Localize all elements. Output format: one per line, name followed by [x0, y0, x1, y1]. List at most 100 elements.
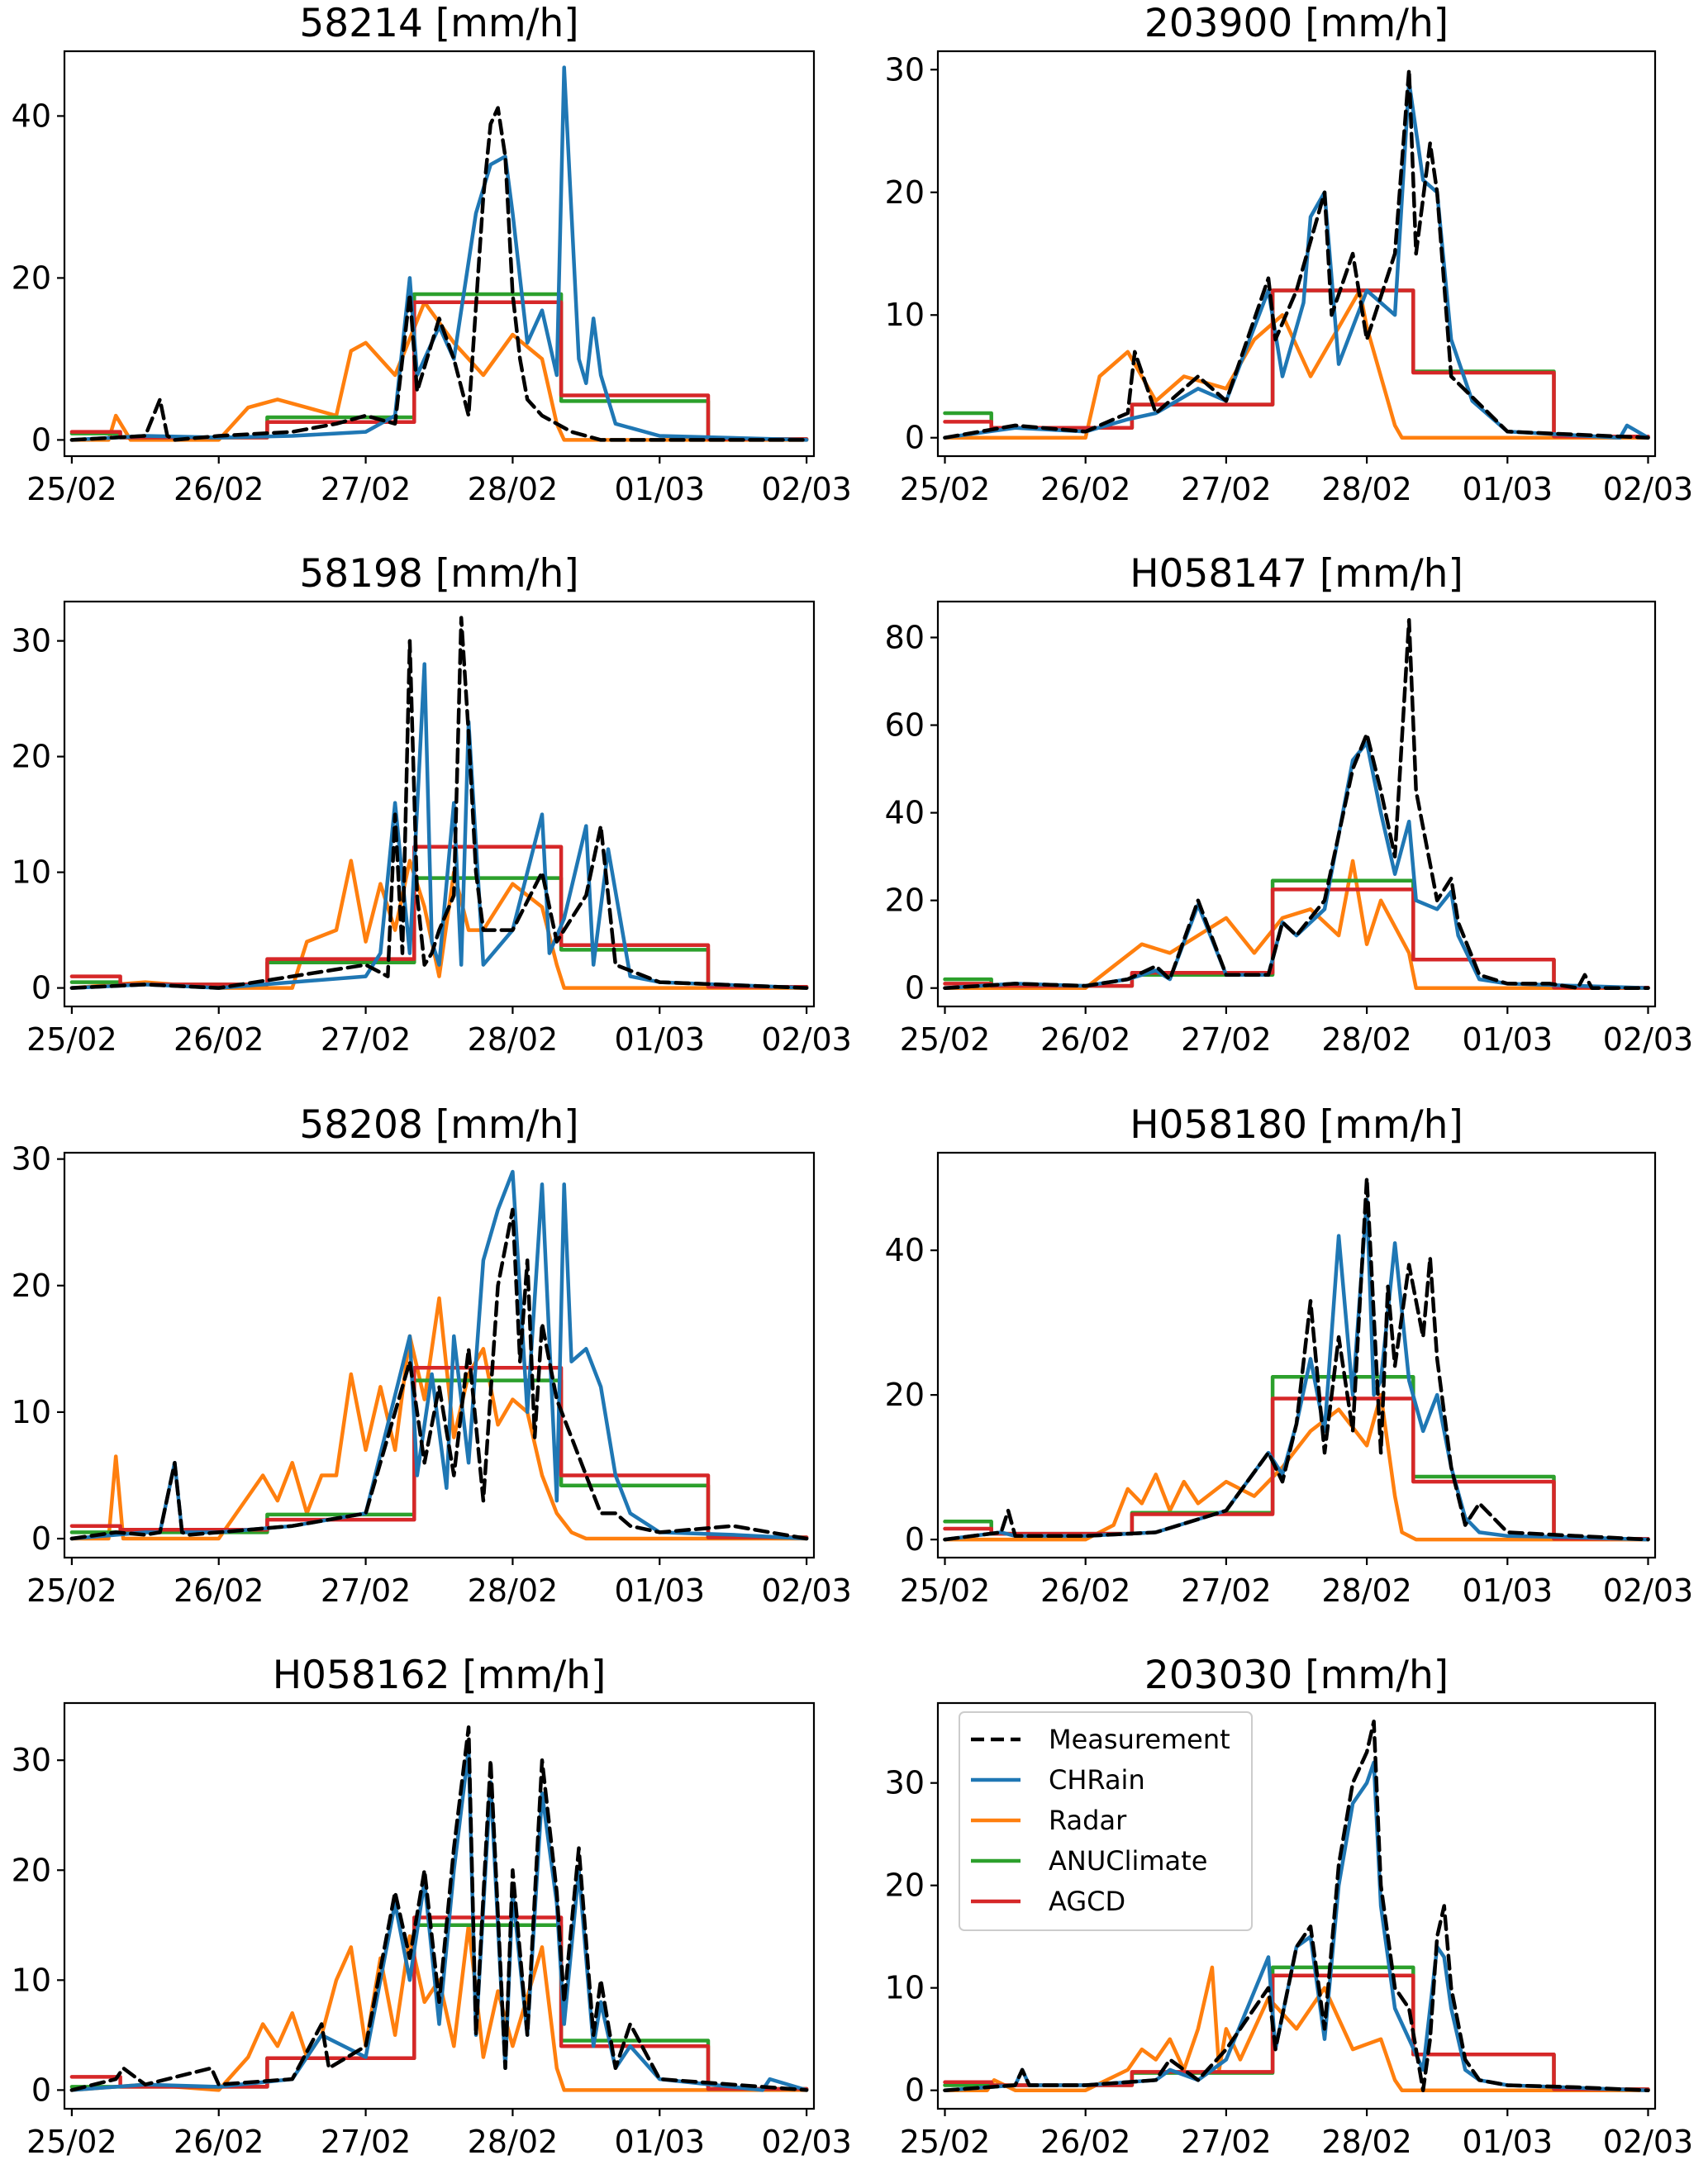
panel-title: H058162 [mm/h]: [273, 1653, 607, 1698]
series-chrain-line: [943, 740, 1650, 990]
x-tick-label: 01/03: [615, 1572, 706, 1609]
x-tick-label: 26/02: [174, 2124, 264, 2160]
y-tick-label: 20: [12, 259, 51, 296]
y-tick-label: 10: [12, 1394, 51, 1430]
y-tick-label: 10: [885, 1970, 925, 2006]
series-measurement-line: [943, 1176, 1650, 1542]
series-chrain-line: [943, 79, 1650, 440]
chart-panel-6: H058180 [mm/h] 0 20 40 25/02 26/02 27/02 28/02 0…: [885, 1102, 1694, 1609]
series-group: [943, 1176, 1650, 1542]
x-tick-label: 27/02: [1181, 1021, 1272, 1058]
y-tick-label: 0: [31, 1520, 51, 1557]
series-anuclimate-line: [69, 1378, 809, 1539]
chart-panel-4: H058147 [mm/h] 0 20 40 60 80 25/02 26/02 27/02 28…: [885, 551, 1694, 1058]
x-tick-label: 02/03: [1603, 471, 1694, 507]
series-anuclimate-line: [943, 288, 1650, 439]
plot-frame: [63, 1151, 816, 1559]
series-chrain-line: [69, 662, 809, 990]
series-agcd-line: [943, 887, 1650, 990]
series-measurement-line: [69, 1725, 809, 2092]
x-tick-label: 02/03: [761, 1572, 852, 1609]
x-tick-label: 28/02: [468, 1021, 559, 1058]
series-chrain-line: [69, 65, 809, 442]
series-agcd-line: [69, 844, 809, 989]
x-tick-label: 02/03: [761, 2124, 852, 2160]
panel-title: 58214 [mm/h]: [299, 1, 578, 46]
x-tick-label: 01/03: [615, 2124, 706, 2160]
x-tick-label: 26/02: [1040, 1021, 1131, 1058]
series-radar-line: [69, 1923, 809, 2092]
x-tick-label: 26/02: [174, 471, 264, 507]
plot-frame: [63, 50, 816, 458]
y-tick-label: 30: [12, 623, 51, 659]
y-tick-label: 10: [12, 854, 51, 891]
x-tick-label: 27/02: [1181, 1572, 1272, 1609]
x-tick-label: 26/02: [1040, 471, 1131, 507]
y-tick-label: 40: [885, 1232, 925, 1268]
y-tick-label: 0: [905, 1521, 925, 1558]
y-tick-label: 80: [885, 619, 925, 655]
x-tick-label: 27/02: [1181, 2124, 1272, 2160]
series-measurement-line: [943, 1720, 1650, 2092]
panel-title: H058180 [mm/h]: [1130, 1102, 1463, 1148]
series-measurement-line: [943, 68, 1650, 440]
y-tick-label: 30: [885, 51, 925, 88]
y-tick-label: 30: [885, 1765, 925, 1801]
plot-frame: [63, 1701, 816, 2110]
series-group: [69, 1725, 809, 2092]
series-chrain-line: [69, 1169, 809, 1541]
x-tick-label: 25/02: [26, 1572, 117, 1609]
x-tick-label: 01/03: [615, 1021, 706, 1058]
series-group: [943, 1720, 1650, 2092]
x-tick-label: 25/02: [26, 471, 117, 507]
panel-title: H058147 [mm/h]: [1130, 551, 1463, 597]
x-tick-label: 01/03: [1463, 2124, 1553, 2160]
series-group: [69, 1169, 809, 1541]
chart-panel-3: 58198 [mm/h] 0 10 20 30 25/02 26/02 27/02 28/02 0…: [12, 551, 852, 1058]
x-tick-label: 01/03: [1463, 471, 1553, 507]
plot-frame: [936, 600, 1657, 1008]
x-tick-label: 27/02: [321, 1021, 412, 1058]
x-tick-label: 02/03: [1603, 1021, 1694, 1058]
legend-label-anuclimate: ANUClimate: [1049, 1845, 1207, 1877]
x-tick-label: 26/02: [174, 1021, 264, 1058]
series-measurement-line: [69, 616, 809, 990]
chart-panel-5: 58208 [mm/h] 0 10 20 30 25/02 26/02 27/02 28/02 0…: [12, 1102, 852, 1609]
legend-label-agcd: AGCD: [1049, 1886, 1125, 1917]
series-anuclimate-line: [943, 1375, 1650, 1541]
panel-title: 58198 [mm/h]: [299, 551, 578, 597]
x-tick-label: 28/02: [1321, 1021, 1412, 1058]
x-tick-label: 25/02: [900, 1021, 991, 1058]
series-radar-line: [69, 859, 809, 990]
x-tick-label: 02/03: [761, 1021, 852, 1058]
y-tick-label: 0: [31, 970, 51, 1006]
series-measurement-line: [69, 1207, 809, 1541]
x-tick-label: 28/02: [1321, 2124, 1412, 2160]
chart-panel-1: 58214 [mm/h] 0 20 40 25/02 26/02 27/02 28/02 01/…: [12, 1, 852, 507]
x-tick-label: 02/03: [1603, 2124, 1694, 2160]
y-tick-label: 20: [12, 1268, 51, 1304]
x-tick-label: 02/03: [761, 471, 852, 507]
x-tick-label: 02/03: [1603, 1572, 1694, 1609]
y-tick-label: 0: [31, 2072, 51, 2108]
x-tick-label: 26/02: [1040, 1572, 1131, 1609]
legend-label-radar: Radar: [1049, 1805, 1127, 1836]
x-tick-label: 01/03: [1463, 1021, 1553, 1058]
series-agcd-line: [943, 288, 1650, 439]
series-agcd-line: [943, 1973, 1650, 2091]
series-anuclimate-line: [69, 292, 809, 441]
series-radar-line: [943, 1965, 1650, 2092]
x-tick-label: 28/02: [468, 2124, 559, 2160]
plot-frame: [936, 1701, 1657, 2110]
y-tick-label: 20: [885, 883, 925, 919]
panel-title: 203900 [mm/h]: [1144, 1, 1449, 46]
series-chrain-line: [943, 1197, 1650, 1542]
chart-panel-2: 203900 [mm/h] 0 10 20 30 25/02 26/02 27/02 28/02…: [885, 1, 1694, 507]
x-tick-label: 26/02: [1040, 2124, 1131, 2160]
y-tick-label: 10: [885, 297, 925, 333]
y-tick-label: 20: [885, 1867, 925, 1904]
x-tick-label: 01/03: [615, 471, 706, 507]
series-group: [943, 68, 1650, 440]
plot-frame: [936, 1151, 1657, 1559]
